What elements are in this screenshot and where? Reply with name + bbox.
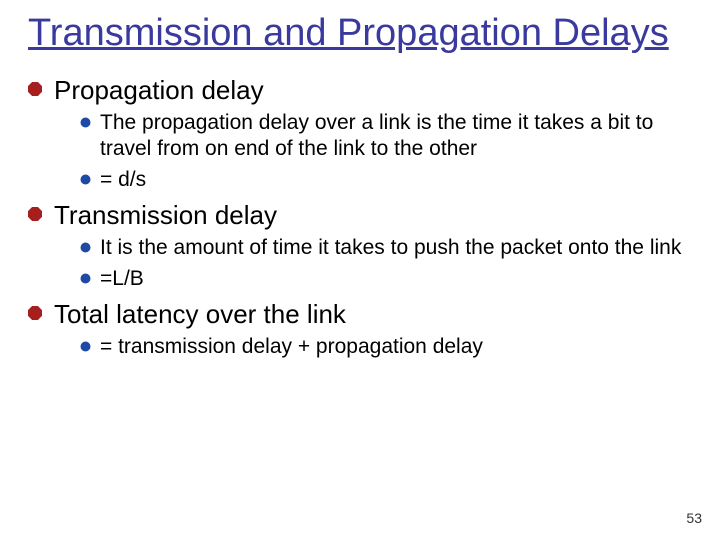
slide-title: Transmission and Propagation Delays xyxy=(28,12,692,56)
square-bullet-icon xyxy=(28,207,44,223)
section-subitem: = transmission delay + propagation delay xyxy=(80,334,692,360)
section-subitem-text: It is the amount of time it takes to pus… xyxy=(100,235,681,261)
circle-bullet-icon xyxy=(80,242,92,254)
section-subitem: It is the amount of time it takes to pus… xyxy=(80,235,692,261)
circle-bullet-icon xyxy=(80,273,92,285)
section-heading: Propagation delay xyxy=(28,74,692,107)
page-number: 53 xyxy=(686,510,702,526)
section-subitem: =L/B xyxy=(80,266,692,292)
section-subitem: = d/s xyxy=(80,167,692,193)
square-bullet-icon xyxy=(28,306,44,322)
section-subitem: The propagation delay over a link is the… xyxy=(80,110,692,163)
section-heading: Total latency over the link xyxy=(28,298,692,331)
section-heading-text: Total latency over the link xyxy=(54,298,346,331)
section-subitem-text: =L/B xyxy=(100,266,144,292)
circle-bullet-icon xyxy=(80,341,92,353)
section-heading-text: Transmission delay xyxy=(54,199,277,232)
section-subitem-text: The propagation delay over a link is the… xyxy=(100,110,692,163)
section-heading-text: Propagation delay xyxy=(54,74,264,107)
section-subitem-text: = d/s xyxy=(100,167,146,193)
circle-bullet-icon xyxy=(80,117,92,129)
circle-bullet-icon xyxy=(80,174,92,186)
square-bullet-icon xyxy=(28,82,44,98)
section-subitem-text: = transmission delay + propagation delay xyxy=(100,334,483,360)
section-heading: Transmission delay xyxy=(28,199,692,232)
